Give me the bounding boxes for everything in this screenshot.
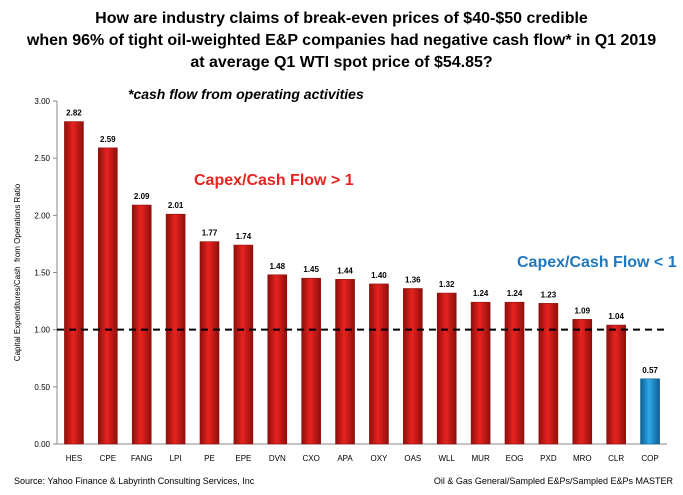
x-tick-label: DVN — [269, 454, 286, 463]
annotation-above-one: Capex/Cash Flow > 1 — [194, 172, 354, 189]
bar-dvn — [267, 274, 288, 445]
data-label: 1.24 — [507, 289, 523, 298]
bar-mro — [572, 319, 593, 445]
y-tick-label: 0.00 — [34, 440, 50, 449]
x-tick-label: EOG — [506, 454, 524, 463]
bar-oas — [403, 288, 423, 445]
data-label: 1.04 — [608, 312, 624, 321]
x-tick-label: APA — [337, 454, 353, 463]
data-label: 1.45 — [303, 265, 319, 274]
annotation-below-one: Capex/Cash Flow < 1 — [517, 254, 677, 271]
bar-oxy — [369, 283, 389, 445]
x-tick-label: COP — [641, 454, 658, 463]
x-tick-label: PXD — [540, 454, 557, 463]
x-tick-label: WLL — [438, 454, 455, 463]
bar-pe — [199, 241, 220, 445]
title-line-1: How are industry claims of break-even pr… — [95, 10, 588, 27]
data-label: 2.09 — [134, 192, 150, 201]
x-tick-label: OXY — [370, 454, 388, 463]
x-tick-label: CPE — [100, 454, 116, 463]
bar-epe — [233, 244, 254, 445]
x-tick-label: OAS — [404, 454, 421, 463]
x-tick-label: EPE — [235, 454, 251, 463]
data-label: 1.36 — [405, 276, 421, 285]
x-tick-label: MRO — [573, 454, 592, 463]
data-label: 1.44 — [337, 266, 353, 275]
data-label: 2.59 — [100, 135, 116, 144]
data-label: 1.32 — [439, 280, 455, 289]
y-tick-label: 1.50 — [34, 269, 50, 278]
x-tick-label: MUR — [472, 454, 490, 463]
bar-mur — [470, 301, 491, 445]
bar-hes — [64, 121, 84, 445]
y-tick-label: 1.00 — [34, 326, 50, 335]
x-tick-label: LPI — [170, 454, 182, 463]
data-label: 1.74 — [236, 232, 252, 241]
bar-wll — [436, 292, 457, 445]
title-line-3: at average Q1 WTI spot price of $54.85? — [190, 54, 493, 71]
data-label: 1.24 — [473, 289, 489, 298]
y-tick-label: 2.00 — [34, 211, 50, 220]
data-label: 0.57 — [642, 366, 658, 375]
x-tick-label: CLR — [608, 454, 624, 463]
chart-title: How are industry claims of break-even pr… — [0, 8, 683, 74]
y-axis-title: Capital Expenditures/Cash from Operation… — [13, 183, 22, 361]
bar-cxo — [301, 277, 321, 445]
y-tick-label: 0.50 — [34, 383, 50, 392]
y-tick-label: 2.50 — [34, 154, 50, 163]
footnote: *cash flow from operating activities — [128, 86, 364, 102]
bar-pxd — [538, 303, 559, 445]
data-label: 1.40 — [371, 271, 387, 280]
x-tick-label: FANG — [131, 454, 153, 463]
x-tick-label: HES — [66, 454, 82, 463]
data-label: 2.82 — [66, 109, 82, 118]
bar-apa — [335, 279, 355, 445]
bar-eog — [504, 301, 525, 445]
bar-cop — [640, 378, 660, 445]
x-tick-label: CXO — [302, 454, 319, 463]
data-label: 1.48 — [269, 262, 285, 271]
bar-cpe — [98, 147, 118, 445]
file-path-note: Oil & Gas General/Sampled E&Ps/Sampled E… — [433, 476, 673, 486]
title-line-2: when 96% of tight oil-weighted E&P compa… — [26, 32, 657, 49]
bar-clr — [606, 324, 626, 445]
data-label: 1.23 — [541, 290, 557, 299]
data-label: 1.77 — [202, 229, 218, 238]
source-note: Source: Yahoo Finance & Labyrinth Consul… — [14, 476, 255, 486]
x-tick-label: PE — [204, 454, 215, 463]
y-tick-label: 3.00 — [34, 97, 50, 106]
bar-fang — [131, 204, 152, 445]
data-label: 1.09 — [574, 306, 590, 315]
data-label: 2.01 — [168, 201, 184, 210]
